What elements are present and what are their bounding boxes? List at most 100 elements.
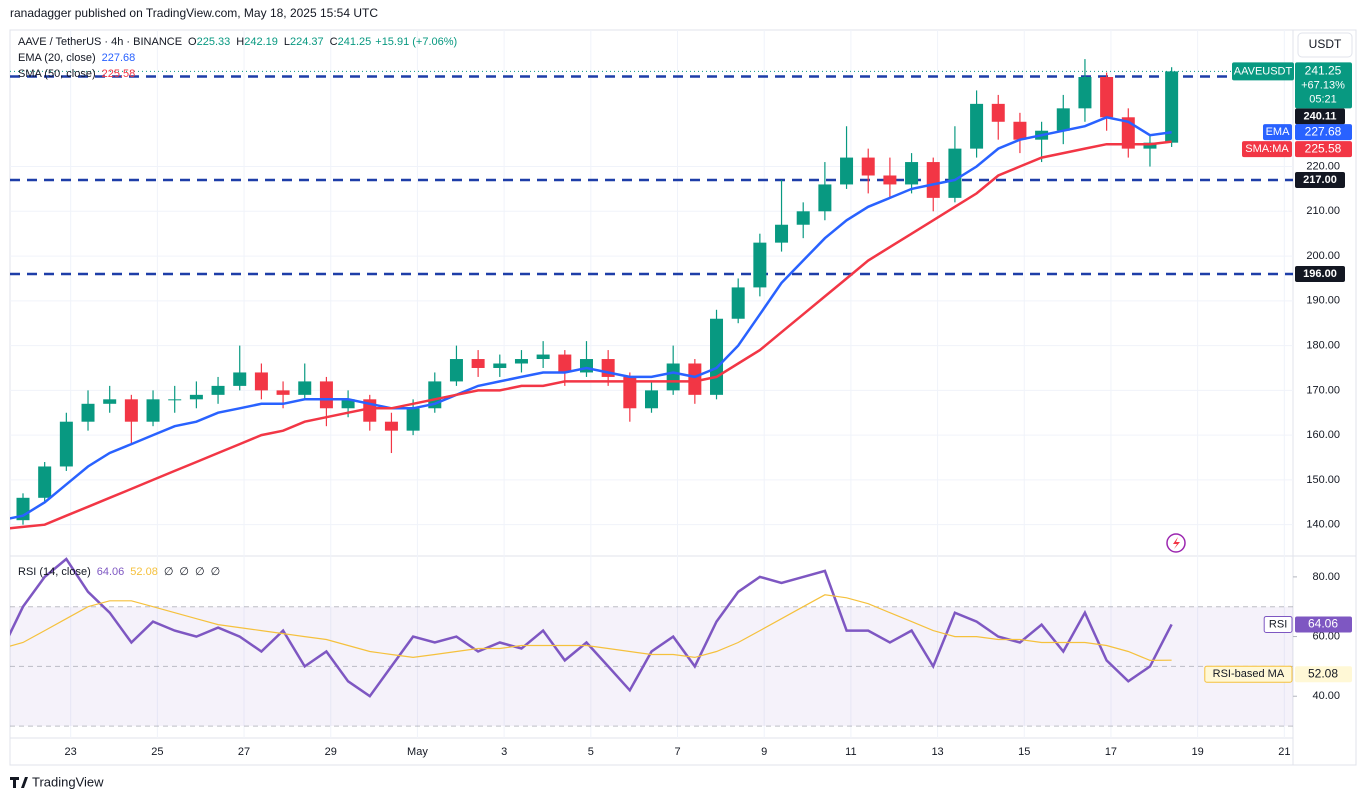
- x-tick-label: 9: [761, 746, 767, 758]
- rsi-name-box: [1263, 615, 1293, 633]
- candle-body: [341, 399, 355, 409]
- ohlc-letter: L: [284, 36, 290, 48]
- rsi-line: [10, 594, 1172, 662]
- ohlc-value: 242.19: [244, 36, 278, 48]
- change-label: +67.13%: [1301, 79, 1345, 91]
- x-tick-label: 27: [238, 746, 250, 758]
- rsi-line: [10, 557, 1173, 698]
- candle-body: [1013, 121, 1027, 140]
- rsi-tick-label: 80.00: [1312, 571, 1340, 583]
- candle-body: [905, 162, 919, 185]
- rsi-legend-value: 52.08: [130, 566, 158, 578]
- candle-body: [536, 354, 550, 360]
- publisher: ranadagger published on TradingView.com,…: [10, 6, 378, 20]
- ma-legend: SMA (50, close) 225.58: [18, 68, 135, 80]
- candle-body: [384, 421, 398, 431]
- price-change: +15.91 (+7.06%): [375, 36, 457, 48]
- symbol-label-box: [1232, 62, 1294, 81]
- candle-body: [124, 399, 138, 422]
- candle-body: [276, 390, 290, 395]
- candle-body: [1143, 142, 1157, 149]
- rsi-tick-label: 40.00: [1312, 690, 1340, 702]
- rsi-legend-value: 64.06: [97, 566, 125, 578]
- y-tick-label: 210.00: [1306, 205, 1340, 217]
- x-tick-label: 19: [1192, 746, 1204, 758]
- ma-name-box: [1242, 141, 1292, 158]
- candle-body: [146, 399, 160, 422]
- candle-body: [883, 175, 897, 185]
- y-tick-label: 140.00: [1306, 519, 1340, 531]
- ohlc-letter: H: [236, 36, 244, 48]
- candle-body: [1056, 108, 1070, 131]
- brand-name[interactable]: TradingView: [32, 774, 104, 789]
- candle-body: [211, 385, 225, 395]
- ma-value: 227.68: [1305, 124, 1342, 138]
- rsi-value: 64.06: [1308, 617, 1338, 631]
- y-tick-label: 200.00: [1306, 250, 1340, 262]
- x-tick-label: 7: [674, 746, 680, 758]
- candle-body: [1078, 77, 1092, 109]
- ma-legend-name: SMA (50, close): [18, 68, 96, 80]
- candle-body: [493, 363, 507, 368]
- ma-name-box: [1263, 124, 1292, 141]
- x-tick-label: 29: [325, 746, 337, 758]
- rsi-legend-empty: ∅: [195, 566, 205, 578]
- moving-average-line: [10, 140, 1172, 530]
- candle-body: [406, 408, 420, 431]
- rsi-legend-empty: ∅: [211, 566, 221, 578]
- grid: [10, 30, 1293, 738]
- ma-name: EMA: [1266, 126, 1291, 138]
- candle-body: [991, 103, 1005, 122]
- ohlc-letter: C: [330, 36, 338, 48]
- currency-label[interactable]: USDT: [1309, 37, 1342, 51]
- candle-body: [471, 359, 485, 368]
- candle-body: [558, 354, 572, 373]
- rsi-name: RSI: [1269, 618, 1287, 630]
- candle-body: [796, 211, 810, 225]
- candle-body: [861, 157, 875, 176]
- rsi-value-box: [1295, 666, 1352, 683]
- ma-value-box: [1295, 124, 1352, 141]
- candle-body: [1100, 77, 1114, 118]
- symbol-legend: AAVE / TetherUS · 4h · BINANCE O225.33 H24…: [18, 36, 457, 48]
- level-label-box: [1295, 171, 1345, 188]
- countdown-label: 05:21: [1309, 93, 1337, 105]
- y-tick-label: 190.00: [1306, 295, 1340, 307]
- ma-legend-value: 227.68: [102, 52, 136, 64]
- price-label: 241.25: [1305, 64, 1342, 78]
- candle-body: [449, 359, 463, 382]
- candle-body: [840, 157, 854, 185]
- candle-body: [319, 381, 333, 409]
- candle-body: [59, 421, 73, 467]
- ma-legend-value: 225.58: [102, 68, 136, 80]
- price-label-box: [1295, 62, 1352, 109]
- candle-body: [81, 403, 95, 422]
- candle-body: [189, 394, 203, 400]
- candle-body: [666, 363, 680, 391]
- candle-body: [1165, 71, 1179, 143]
- currency-button[interactable]: [1297, 32, 1353, 58]
- brand[interactable]: TradingView: [10, 774, 104, 789]
- candle-body: [579, 359, 593, 373]
- y-tick-label: 160.00: [1306, 429, 1340, 441]
- rsi-title: RSI (14, close): [18, 566, 91, 578]
- candle-body: [298, 381, 312, 395]
- candle-body: [775, 224, 789, 243]
- level-label: 196.00: [1303, 268, 1337, 280]
- ma-value: 225.58: [1305, 141, 1342, 155]
- y-tick-label: 220.00: [1306, 160, 1340, 172]
- candle-body: [103, 399, 117, 404]
- x-tick-label: 3: [501, 746, 507, 758]
- rsi-name: RSI-based MA: [1213, 668, 1285, 680]
- candle-body: [731, 287, 745, 319]
- candle-body: [688, 363, 702, 395]
- lightning-icon[interactable]: [1166, 533, 1186, 553]
- ohlc-letter: O: [188, 36, 197, 48]
- candle-body: [970, 103, 984, 149]
- x-tick-label: 13: [931, 746, 943, 758]
- symbol: AAVE / TetherUS · 4h · BINANCE: [18, 36, 182, 48]
- ohlc-value: 224.37: [290, 36, 324, 48]
- ma-legend-name: EMA (20, close): [18, 52, 96, 64]
